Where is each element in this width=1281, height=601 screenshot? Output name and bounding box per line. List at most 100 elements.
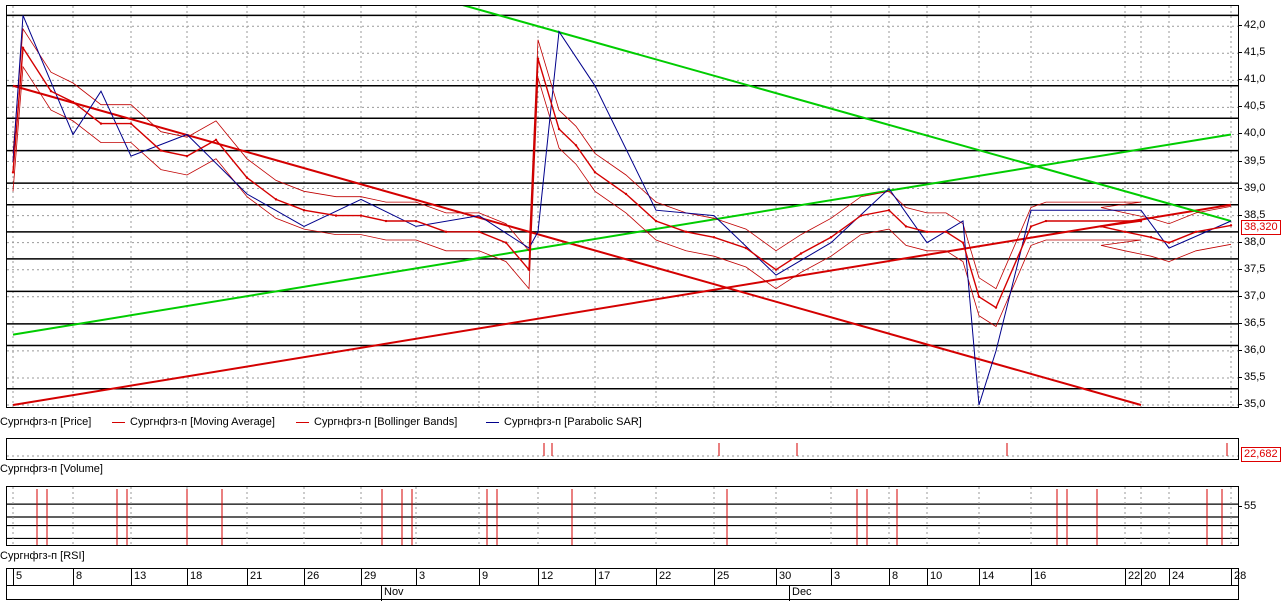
date-label: 20 bbox=[1144, 570, 1157, 582]
legend-item-label: Сургнфгз-п [Parabolic SAR] bbox=[504, 416, 642, 428]
trendline bbox=[12, 133, 1232, 336]
price-point bbox=[49, 89, 53, 93]
price-point bbox=[477, 230, 481, 234]
date-label: 17 bbox=[598, 570, 611, 582]
price-point bbox=[859, 214, 863, 217]
date-label: 26 bbox=[307, 570, 320, 582]
date-tick bbox=[538, 569, 539, 585]
date-tick bbox=[1125, 569, 1126, 585]
price-point bbox=[359, 214, 363, 217]
last-price-box: 38,320 bbox=[1241, 220, 1281, 235]
month-label: Nov bbox=[384, 586, 404, 598]
date-tick bbox=[656, 569, 657, 585]
date-label: 21 bbox=[250, 570, 263, 582]
legend-item-parabolic-sar: Сургнфгз-п [Parabolic SAR] bbox=[486, 413, 642, 431]
rsi-chart bbox=[7, 487, 1238, 545]
date-tick bbox=[304, 569, 305, 585]
price-point bbox=[557, 127, 561, 131]
price-point bbox=[1149, 236, 1153, 239]
legend-item-moving-average: Сургнфгз-п [Moving Average] bbox=[112, 413, 275, 431]
date-tick bbox=[714, 569, 715, 585]
date-label: 14 bbox=[982, 570, 995, 582]
date-label: 28 bbox=[1234, 570, 1247, 582]
price-point bbox=[21, 46, 25, 50]
price-point bbox=[1229, 224, 1233, 227]
date-tick bbox=[73, 569, 74, 585]
price-grid bbox=[7, 6, 1238, 407]
volume-pane-label: Сургнфгз-п [Volume] bbox=[0, 463, 103, 475]
price-point bbox=[384, 219, 388, 223]
date-tick bbox=[1031, 569, 1032, 585]
date-tick bbox=[979, 569, 980, 585]
price-tick-label: 38,0 bbox=[1238, 235, 1266, 248]
date-tick bbox=[831, 569, 832, 585]
price-point bbox=[961, 241, 965, 244]
trendline bbox=[12, 203, 1232, 406]
price-point bbox=[904, 225, 908, 228]
price-point bbox=[527, 268, 531, 271]
date-tick bbox=[13, 569, 14, 585]
rsi-pane[interactable] bbox=[6, 486, 1239, 546]
date-tick bbox=[247, 569, 248, 585]
price-point bbox=[245, 176, 249, 179]
price-point bbox=[444, 230, 448, 234]
bollinger-upper-line bbox=[12, 27, 1232, 290]
volume-chart bbox=[7, 443, 1238, 457]
date-tick bbox=[595, 569, 596, 585]
price-point bbox=[1044, 219, 1048, 223]
price-tick-label: 42,0 bbox=[1238, 19, 1266, 32]
date-tick bbox=[1169, 569, 1170, 585]
price-point bbox=[302, 209, 306, 212]
price-point bbox=[159, 149, 163, 152]
price-point bbox=[624, 192, 628, 196]
date-tick bbox=[1231, 569, 1232, 585]
price-point bbox=[334, 214, 338, 217]
trendline bbox=[462, 6, 1232, 222]
price-point bbox=[593, 171, 597, 174]
legend-item-price: Сургнфгз-п [Price] bbox=[0, 413, 91, 431]
price-point bbox=[994, 306, 998, 309]
price-point bbox=[536, 57, 540, 60]
price-point bbox=[274, 198, 278, 201]
price-point bbox=[1167, 241, 1171, 244]
price-tick-label: 38,5 bbox=[1238, 208, 1266, 221]
date-label: 24 bbox=[1172, 570, 1185, 582]
price-tick-label: 40,0 bbox=[1238, 127, 1266, 140]
legend-item-label: Сургнфгз-п [Price] bbox=[0, 416, 92, 428]
price-tick-label: 36,5 bbox=[1238, 316, 1266, 329]
date-label: 13 bbox=[134, 570, 147, 582]
legend-item-bollinger: Сургнфгз-п [Bollinger Bands] bbox=[296, 413, 457, 431]
rsi-axis: 55 bbox=[1238, 486, 1281, 546]
rsi-pane-label: Сургнфгз-п [RSI] bbox=[0, 550, 85, 562]
price-point bbox=[1099, 225, 1103, 228]
trendlines bbox=[12, 6, 1232, 406]
date-label: 22 bbox=[1128, 570, 1141, 582]
date-tick bbox=[927, 569, 928, 585]
date-tick bbox=[187, 569, 188, 585]
date-label: 12 bbox=[541, 570, 554, 582]
price-tick-label: 40,5 bbox=[1238, 100, 1266, 113]
volume-pane[interactable] bbox=[6, 438, 1239, 460]
date-label: 22 bbox=[659, 570, 672, 582]
price-tick-label: 35,5 bbox=[1238, 370, 1266, 383]
price-point bbox=[977, 295, 981, 298]
bollinger-lower-line bbox=[12, 65, 1232, 328]
price-point bbox=[185, 154, 189, 158]
date-label: 18 bbox=[190, 570, 203, 582]
price-point bbox=[11, 171, 15, 174]
price-tick-label: 41,5 bbox=[1238, 46, 1266, 59]
price-axis: 42,0 41,5 41,0 40,5 40,0 39,5 39,0 38,5 38,0 37,5… bbox=[1238, 5, 1281, 410]
legend-item-label: Сургнфгз-п [Bollinger Bands] bbox=[314, 416, 458, 428]
date-label: 10 bbox=[930, 570, 943, 582]
price-point bbox=[712, 236, 716, 239]
price-tick-label: 39,5 bbox=[1238, 154, 1266, 167]
price-point bbox=[654, 219, 658, 223]
month-label: Dec bbox=[792, 586, 812, 598]
price-point bbox=[799, 252, 803, 255]
last-volume-box: 22,682 bbox=[1241, 447, 1281, 462]
price-pane[interactable] bbox=[6, 5, 1239, 408]
legend-item-label: Сургнфгз-п [Moving Average] bbox=[130, 416, 275, 428]
price-point bbox=[829, 236, 833, 239]
price-point bbox=[744, 246, 748, 250]
price-point bbox=[1123, 230, 1127, 234]
